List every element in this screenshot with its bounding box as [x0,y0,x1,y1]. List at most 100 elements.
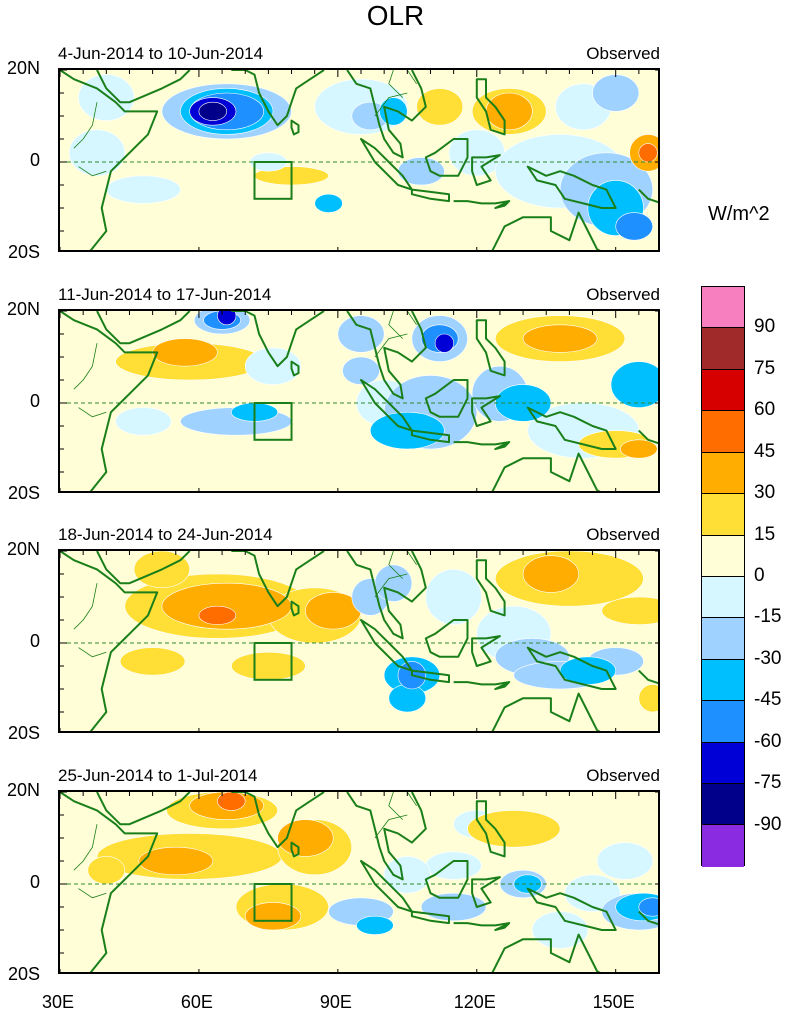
anomaly-contour-region [244,902,302,931]
anomaly-contour-region [68,129,126,177]
anomaly-contour-region [416,88,464,126]
country-border [78,647,107,658]
country-border [388,70,403,98]
coastline [494,200,511,209]
coastline [491,211,601,250]
coastline [471,635,501,667]
coastline [96,551,191,585]
y-tick-label: 20N [6,58,40,78]
colorbar-tick-label: 0 [754,565,765,586]
coastline [290,360,300,377]
coastline [638,188,658,204]
colorbar-tick-label: -45 [754,689,782,711]
country-border [388,311,403,339]
coastline [471,154,501,186]
figure-title: OLR [366,0,425,31]
anomaly-contour-region [152,338,218,367]
olr-anomaly-map [58,309,660,493]
coastline [290,600,300,617]
coastline [526,406,617,450]
panel-label: Observed [586,44,660,63]
y-tick-label: 20S [7,723,40,743]
map-panel-2: 11-Jun-2014 to 17-Jun-2014 Observed 20N 0 20… [0,285,791,503]
country-border [406,311,417,326]
anomaly-contour-region [638,143,658,163]
country-border [73,343,98,390]
y-tick-label: 20S [7,964,40,984]
anomaly-contour-region [231,651,306,681]
coastline [60,792,159,972]
anomaly-contour-region [337,315,385,353]
x-tick-label: 60E [180,992,213,1012]
anomaly-contour-region [198,101,228,121]
anomaly-contour-region [425,569,482,625]
coastline [424,860,469,899]
country-border [406,792,417,807]
coastline [290,119,300,136]
colorbar-tick-label: -60 [754,730,782,752]
anomaly-contour-region [356,915,394,935]
colorbar-swatch [702,328,744,370]
olr-anomaly-map [58,68,660,252]
map-svg [60,551,658,731]
region-box [253,161,293,200]
anomaly-contours [115,311,658,459]
map-svg [60,311,658,491]
coastline [453,681,510,686]
anomaly-contour-region [379,97,408,126]
colorbar-tick-label: 75 [754,357,776,379]
coastline [475,78,506,136]
y-tick-label: 20N [6,780,40,800]
anomaly-contour-region [434,333,455,353]
coastline [494,681,511,690]
anomaly-contour-region [522,324,598,353]
coastline [60,311,159,491]
colorbar-tick-label: 45 [754,440,776,462]
anomaly-contour-region [601,596,658,625]
panel-date-range: 18-Jun-2014 to 24-Jun-2014 [58,525,273,544]
colorbar-swatch [702,535,744,577]
coastline [96,792,191,826]
anomaly-contour-region [522,555,580,593]
colorbar-swatch [702,825,744,867]
colorbar-swatch [702,618,744,660]
region-box [253,402,293,441]
coastline [96,311,191,345]
colorbar-swatch [702,784,744,826]
anomaly-contour-region [592,74,640,112]
coastline [410,910,450,925]
anomaly-contour-region [198,605,237,625]
colorbar [701,286,745,867]
colorbar-swatch [702,369,744,412]
map-svg [60,792,658,972]
coastline [424,138,469,177]
coastline [491,933,601,972]
coastline [410,188,450,203]
colorbar-swatch [702,494,744,536]
x-tick-label: 120E [453,992,496,1012]
country-border [73,583,98,630]
anomaly-contour-region [619,439,658,459]
coastline [475,559,506,617]
region-box [253,642,293,681]
coastline [638,910,658,926]
map-svg [60,70,658,250]
colorbar-tick-label: -90 [754,813,782,835]
colorbar-swatch [702,411,744,453]
country-border [374,573,408,598]
coastline [410,669,450,684]
anomaly-contour-region [467,810,561,848]
coastline [231,70,325,127]
map-panel-3: 18-Jun-2014 to 24-Jun-2014 Observed 20N 0 20… [0,525,791,743]
anomaly-contour-region [383,856,431,894]
anomaly-contour-region [513,874,542,894]
colorbar-swatch [702,452,744,495]
y-tick-label: 20S [7,242,40,262]
coastline [471,876,501,908]
anomaly-contours [68,74,658,241]
colorbar-unit-label: W/m^2 [708,203,770,225]
anomaly-contour-region [87,856,126,885]
map-panel-1: 4-Jun-2014 to 10-Jun-2014 Observed 20N 0 20S [0,44,791,262]
country-border [374,92,408,117]
coastline [346,792,427,881]
